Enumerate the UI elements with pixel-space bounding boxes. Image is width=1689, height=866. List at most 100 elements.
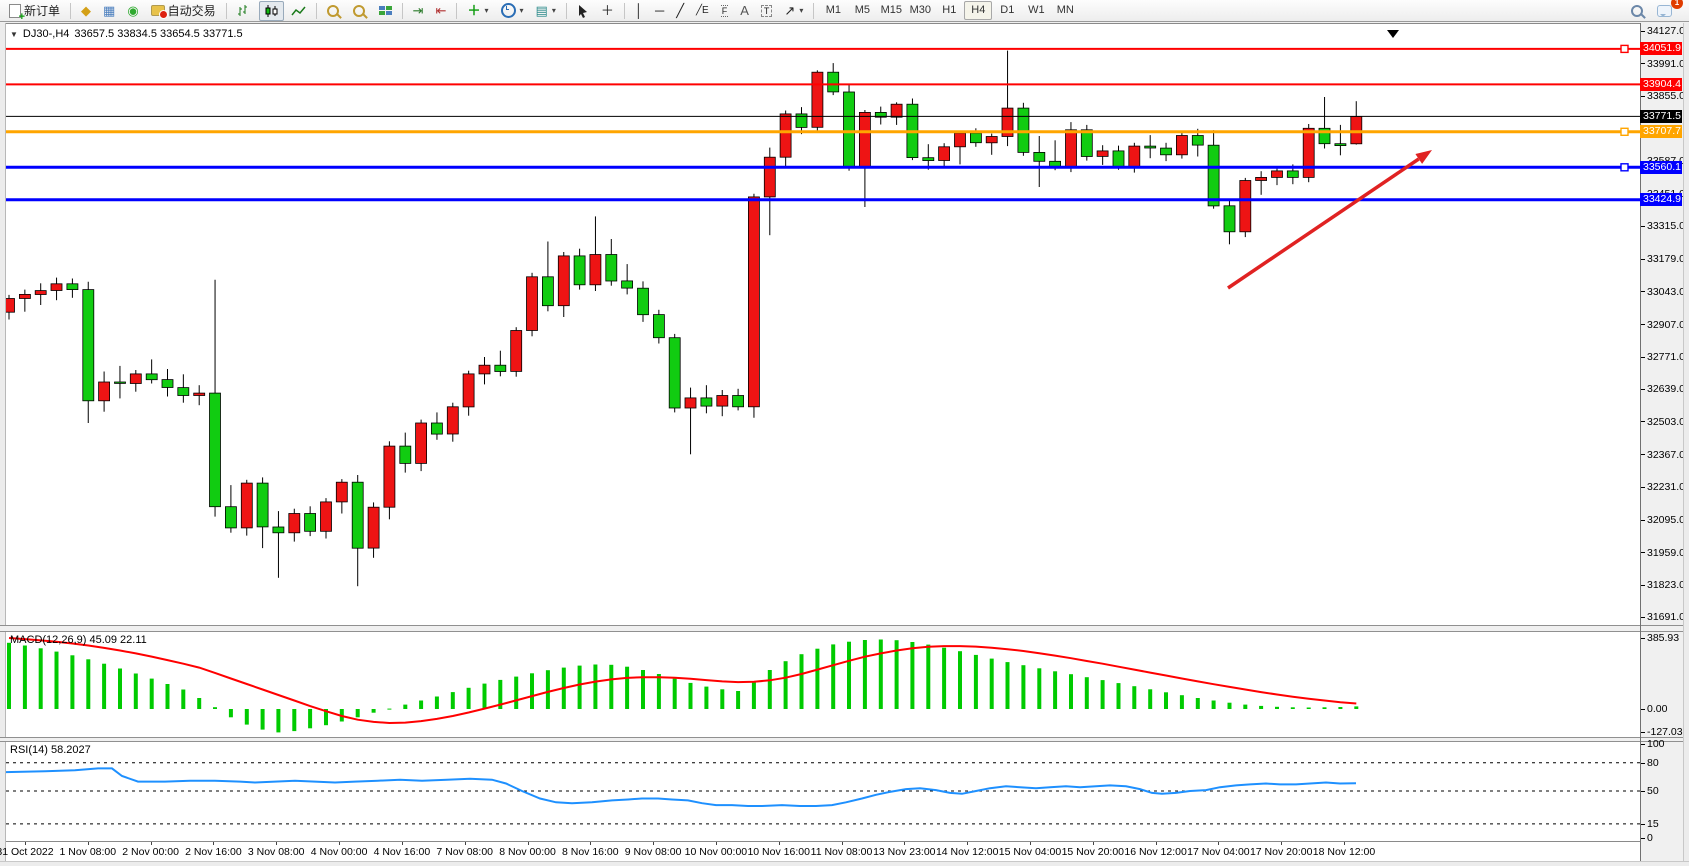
separator bbox=[565, 2, 567, 19]
rsi-indicator-chart[interactable] bbox=[6, 742, 1640, 841]
collapse-arrow-icon[interactable]: ▼ bbox=[10, 29, 18, 39]
separator bbox=[456, 2, 458, 19]
signals-button[interactable]: ◉ bbox=[122, 1, 143, 21]
time-tick-label: 7 Nov 08:00 bbox=[436, 846, 493, 858]
new-order-button[interactable]: 新订单 bbox=[4, 1, 65, 23]
macd-tick-label: 385.93 bbox=[1641, 632, 1679, 644]
price-axis-border bbox=[1640, 23, 1641, 861]
line-chart-button[interactable] bbox=[286, 1, 311, 21]
templates-button[interactable]: ▤ ▾ bbox=[531, 1, 561, 21]
price-axis[interactable]: 34127.033991.033855.033587.033451.033315… bbox=[1640, 0, 1685, 865]
timeframe-M1[interactable]: M1 bbox=[825, 4, 841, 16]
vertical-line-button[interactable]: │ bbox=[630, 1, 648, 21]
timeframe-M15[interactable]: M15 bbox=[880, 4, 903, 16]
notification-badge: 1 bbox=[1671, 0, 1683, 9]
horizontal-line-button[interactable]: ─ bbox=[650, 1, 669, 21]
search-icon bbox=[1631, 4, 1643, 17]
rsi-indicator-label: RSI(14) 58.2027 bbox=[10, 744, 91, 756]
rsi-tick-label: 100 bbox=[1641, 738, 1665, 750]
timeframe-D1[interactable]: D1 bbox=[1000, 4, 1015, 16]
crosshair-button[interactable]: ＋ bbox=[596, 1, 619, 21]
timeframe-M5[interactable]: M5 bbox=[854, 4, 870, 16]
chevron-down-icon: ▾ bbox=[799, 6, 804, 15]
timeframe-H4[interactable]: H4 bbox=[964, 1, 993, 20]
time-tick-label: 2 Nov 16:00 bbox=[185, 846, 242, 858]
price-chart[interactable] bbox=[6, 26, 1640, 625]
time-tick-label: 13 Nov 23:00 bbox=[873, 846, 936, 858]
cursor-button[interactable] bbox=[572, 1, 594, 21]
gold-icon: ◆ bbox=[81, 3, 92, 18]
trendline-button[interactable]: ╱ bbox=[671, 1, 689, 21]
price-tick-label: 33043.0 bbox=[1641, 286, 1685, 298]
price-tick-label: 32231.0 bbox=[1641, 481, 1685, 493]
periods-button[interactable]: ▾ bbox=[496, 1, 529, 21]
cursor-icon bbox=[578, 4, 587, 18]
bar-chart-button[interactable] bbox=[232, 1, 257, 21]
time-tick bbox=[1281, 842, 1283, 845]
time-tick-label: 18 Nov 12:00 bbox=[1312, 846, 1376, 858]
text-button[interactable]: A bbox=[735, 1, 754, 21]
tile-windows-button[interactable] bbox=[374, 1, 397, 21]
time-tick bbox=[87, 842, 89, 845]
chat-icon bbox=[1657, 4, 1672, 17]
price-tick-label: 33315.0 bbox=[1641, 220, 1685, 232]
ohlc-values: 33657.5 33834.5 33654.5 33771.5 bbox=[74, 28, 243, 40]
text-icon: A bbox=[740, 3, 749, 18]
time-tick-label: 31 Oct 2022 bbox=[0, 846, 54, 858]
charts-window-button[interactable]: ▦ bbox=[98, 1, 120, 21]
time-tick bbox=[1092, 842, 1094, 845]
time-tick bbox=[339, 842, 341, 845]
trendline-icon: ╱ bbox=[676, 3, 685, 18]
time-tick bbox=[25, 842, 26, 845]
text-label-button[interactable]: T bbox=[756, 1, 778, 21]
price-tick-label: 33855.0 bbox=[1641, 90, 1685, 102]
price-tick-label: 32367.0 bbox=[1641, 449, 1685, 461]
template-icon: ▤ bbox=[535, 3, 548, 18]
time-tick bbox=[590, 842, 592, 845]
chart-window-icon: ▦ bbox=[103, 3, 116, 18]
channel-button[interactable]: ╱E bbox=[691, 1, 714, 21]
shapes-button[interactable]: ↗ ▾ bbox=[779, 1, 808, 21]
auto-trading-icon bbox=[150, 5, 168, 19]
time-tick-label: 16 Nov 12:00 bbox=[1124, 846, 1187, 858]
chart-shift-icon: ⇤ bbox=[435, 3, 447, 18]
scroll-to-end-button[interactable]: ⇥ bbox=[408, 1, 429, 21]
time-tick-label: 17 Nov 04:00 bbox=[1187, 846, 1250, 858]
time-tick bbox=[967, 842, 969, 845]
time-tick-label: 17 Nov 20:00 bbox=[1249, 846, 1313, 858]
zoom-in-button[interactable] bbox=[322, 1, 346, 21]
chat-button[interactable]: 1 bbox=[1652, 0, 1683, 21]
time-tick-label: 8 Nov 16:00 bbox=[561, 846, 619, 858]
rsi-tick-label: 50 bbox=[1641, 785, 1659, 797]
timeframe-W1[interactable]: W1 bbox=[1028, 4, 1045, 16]
arrow-shape-icon: ↗ bbox=[784, 3, 796, 18]
candlestick-chart-button[interactable] bbox=[258, 0, 284, 21]
timeframe-H1[interactable]: H1 bbox=[942, 4, 957, 16]
signal-icon: ◉ bbox=[127, 3, 139, 18]
fibonacci-icon: F bbox=[720, 4, 729, 17]
time-tick bbox=[150, 842, 152, 845]
time-tick-label: 10 Nov 00:00 bbox=[684, 846, 748, 858]
panel-splitter[interactable] bbox=[0, 737, 1689, 742]
market-button[interactable]: ◆ bbox=[76, 1, 96, 21]
fibonacci-button[interactable]: F bbox=[716, 1, 734, 21]
panel-splitter[interactable] bbox=[0, 625, 1689, 632]
zoom-out-icon bbox=[352, 4, 365, 17]
macd-indicator-chart[interactable] bbox=[6, 632, 1640, 737]
macd-tick-label: -127.03 bbox=[1641, 726, 1683, 738]
auto-trading-button[interactable]: 自动交易 bbox=[146, 1, 221, 21]
window-right-edge bbox=[1683, 23, 1689, 865]
new-order-icon bbox=[9, 3, 25, 23]
time-tick bbox=[1155, 842, 1157, 845]
time-tick-label: 4 Nov 00:00 bbox=[310, 846, 368, 858]
timeframe-MN[interactable]: MN bbox=[1056, 4, 1074, 16]
price-level-label: 33424.9 bbox=[1640, 193, 1682, 207]
indicators-button[interactable]: ＋ ▾ bbox=[462, 1, 493, 21]
timeframe-M30[interactable]: M30 bbox=[909, 4, 932, 16]
chart-shift-button[interactable]: ⇤ bbox=[431, 1, 452, 21]
price-tick-label: 32771.0 bbox=[1641, 351, 1685, 363]
separator bbox=[623, 2, 625, 19]
zoom-out-button[interactable] bbox=[348, 1, 372, 21]
macd-indicator-label: MACD(12,26,9) 45.09 22.11 bbox=[10, 634, 147, 646]
search-button[interactable] bbox=[1626, 1, 1650, 21]
